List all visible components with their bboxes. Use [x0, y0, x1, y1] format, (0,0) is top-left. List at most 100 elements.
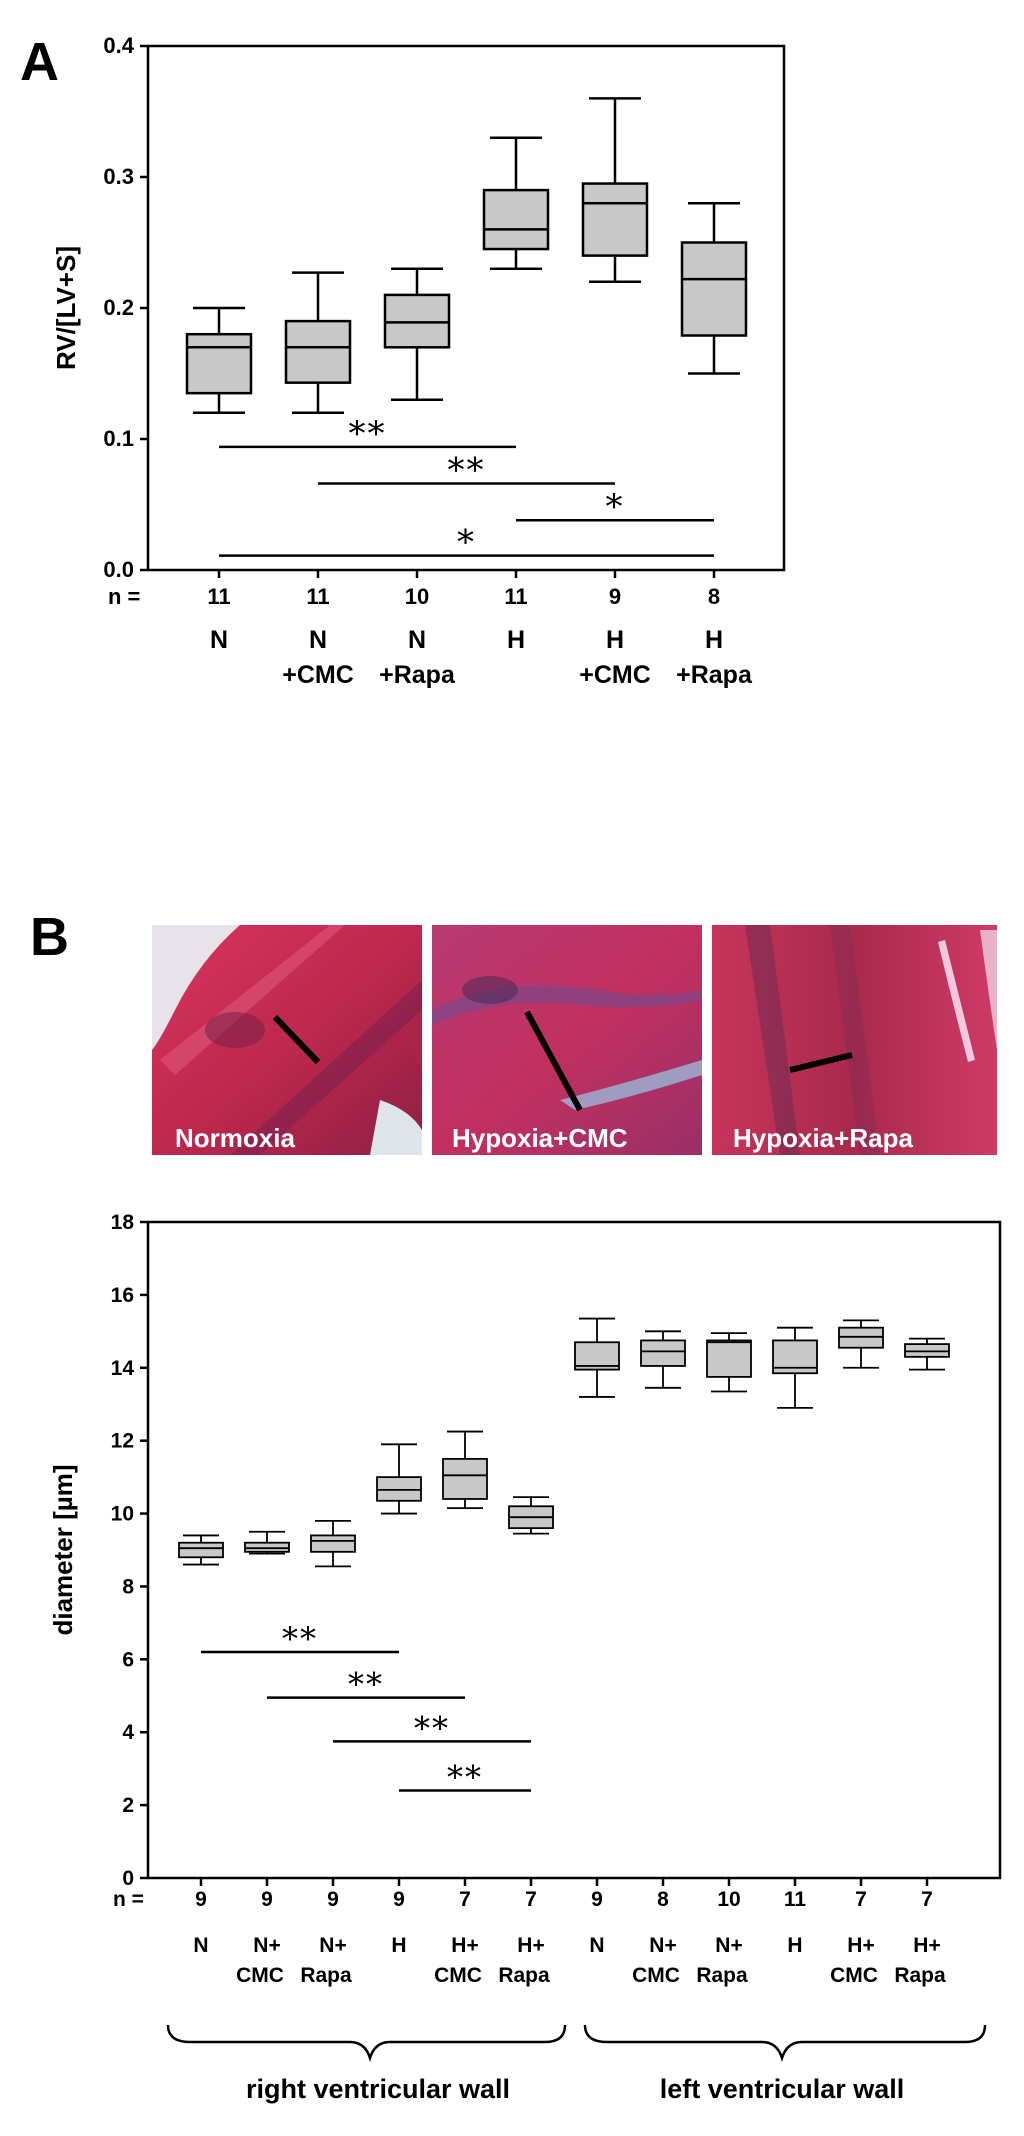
significance-marker: **	[349, 414, 387, 454]
y-tick-label: 0.4	[103, 33, 134, 58]
chart-b: 0 2 4 6 8 10 12 14 16 18 diameter [µm] n = 9 N 9 N+ CMC 9…	[48, 1211, 1002, 1987]
box-iqr	[383, 293, 451, 349]
group-label: H+	[517, 1934, 544, 1957]
y-tick-label: 0.0	[103, 557, 134, 582]
n-value: 11	[504, 584, 527, 609]
group-label: H+	[847, 1934, 874, 1957]
y-tick-label: 12	[111, 1430, 134, 1453]
y-tick-label: 18	[111, 1211, 135, 1234]
n-label: n =	[108, 584, 140, 609]
y-tick-label: 4	[122, 1721, 134, 1744]
group-label-second-line: +Rapa	[676, 661, 753, 689]
n-value: 7	[525, 1888, 537, 1911]
box-iqr	[640, 1339, 686, 1367]
y-tick-label: 10	[111, 1503, 134, 1526]
panel-a-letter: A	[20, 32, 59, 92]
group-label-second-line: Rapa	[498, 1964, 550, 1987]
n-value: 7	[855, 1888, 867, 1911]
n-value: 7	[921, 1888, 933, 1911]
group-label-second-line: +CMC	[282, 661, 354, 689]
region-label-right: right ventricular wall	[246, 2074, 510, 2104]
box-iqr	[581, 182, 649, 257]
micrograph-hypoxia-rapa: Hypoxia+Rapa	[712, 925, 997, 1155]
group-label: H+	[913, 1934, 940, 1957]
group-label: N	[408, 626, 426, 654]
group-label-second-line: Rapa	[894, 1964, 946, 1987]
group-label: N+	[649, 1934, 676, 1957]
region-label-left: left ventricular wall	[660, 2074, 905, 2104]
y-tick-label: 2	[122, 1794, 134, 1817]
box-iqr	[442, 1457, 488, 1500]
micrograph-normoxia: Normoxia	[152, 925, 422, 1155]
n-value: 9	[591, 1888, 603, 1911]
box-iqr	[284, 319, 352, 384]
group-label: H	[787, 1934, 802, 1957]
group-label-second-line: Rapa	[696, 1964, 748, 1987]
y-axis-label: diameter [µm]	[48, 1464, 78, 1635]
y-tick-label: 8	[122, 1575, 134, 1598]
group-label: H	[507, 626, 525, 654]
group-label-second-line: CMC	[236, 1964, 284, 1987]
box-iqr	[185, 332, 253, 395]
significance-marker: **	[447, 1759, 483, 1797]
y-axis-label: RV/[LV+S]	[51, 246, 81, 370]
n-value: 9	[195, 1888, 207, 1911]
box-iqr	[244, 1541, 290, 1553]
n-value: 9	[261, 1888, 273, 1911]
significance-marker: *	[606, 487, 625, 527]
y-tick-label: 0.2	[103, 295, 134, 320]
n-value: 10	[717, 1888, 740, 1911]
n-value: 9	[327, 1888, 339, 1911]
micrograph-label: Normoxia	[175, 1123, 295, 1153]
n-value: 9	[609, 584, 621, 609]
n-value: 8	[708, 584, 720, 609]
group-label: H	[606, 626, 624, 654]
box-iqr	[178, 1541, 224, 1559]
significance-marker: **	[348, 1666, 384, 1704]
group-label: H+	[451, 1934, 478, 1957]
group-label: H	[391, 1934, 406, 1957]
significance-marker: *	[457, 523, 476, 563]
box-iqr	[904, 1343, 950, 1358]
group-label: N+	[715, 1934, 742, 1957]
n-value: 11	[207, 584, 230, 609]
significance-marker: **	[448, 451, 486, 491]
group-label-second-line: CMC	[434, 1964, 482, 1987]
micrograph-label: Hypoxia+Rapa	[733, 1123, 913, 1153]
left-wall-brace	[583, 2024, 987, 2063]
group-label: N+	[319, 1934, 346, 1957]
group-label-second-line: +Rapa	[379, 661, 456, 689]
group-label: N	[210, 626, 228, 654]
significance-marker: **	[282, 1620, 318, 1658]
y-tick-label: 0.3	[103, 164, 134, 189]
group-label-second-line: CMC	[830, 1964, 878, 1987]
plot-frame	[146, 1220, 1002, 1880]
n-value: 9	[393, 1888, 405, 1911]
y-tick-label: 16	[111, 1284, 134, 1307]
group-label: N	[309, 626, 327, 654]
group-label-second-line: Rapa	[300, 1964, 352, 1987]
box-iqr	[376, 1476, 422, 1502]
box-iqr	[482, 188, 550, 251]
group-label: H	[705, 626, 723, 654]
box-iqr	[574, 1341, 620, 1371]
box-iqr	[680, 241, 748, 337]
n-value: 10	[405, 584, 429, 609]
y-tick-label: 0.1	[103, 426, 134, 451]
chart-a: 0.0 0.1 0.2 0.3 0.4 RV/[LV+S] n = 11 N 11 N +CMC 10 N…	[51, 33, 786, 689]
n-value: 7	[459, 1888, 471, 1911]
right-wall-brace	[166, 2024, 567, 2063]
micrograph-label: Hypoxia+CMC	[452, 1123, 628, 1153]
box-iqr	[706, 1339, 752, 1378]
micrograph-hypoxia-cmc: Hypoxia+CMC	[432, 925, 702, 1155]
group-label: N	[193, 1934, 208, 1957]
panel-b-letter: B	[30, 907, 69, 967]
y-tick-label: 14	[111, 1357, 135, 1380]
group-label-second-line: CMC	[632, 1964, 680, 1987]
n-value: 11	[306, 584, 329, 609]
n-label: n =	[113, 1888, 144, 1911]
group-label: N+	[253, 1934, 280, 1957]
group-label-second-line: +CMC	[579, 661, 651, 689]
significance-marker: **	[414, 1709, 450, 1747]
